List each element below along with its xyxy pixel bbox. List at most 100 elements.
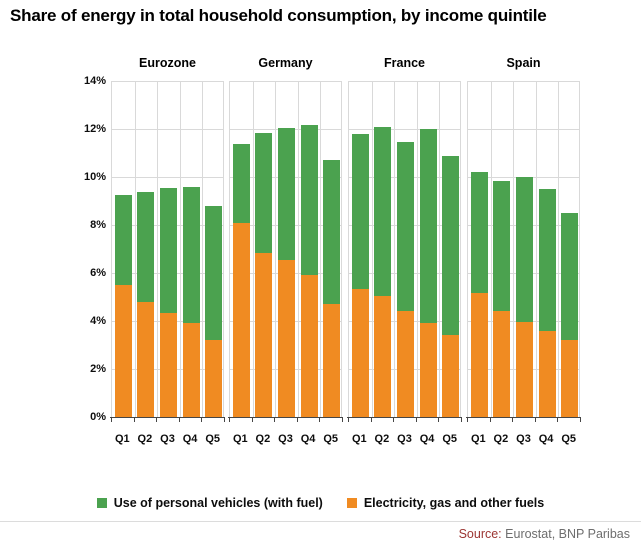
gridline-vertical [491,82,492,417]
x-axis-tick [319,418,320,422]
y-axis-label: 8% [90,219,106,231]
x-axis-label-france-q4: Q4 [419,433,435,445]
x-axis [228,417,343,418]
x-axis-tick [229,418,230,422]
x-axis-tick [393,418,394,422]
x-axis-tick [252,418,253,422]
gridline-horizontal [112,129,223,130]
gridline-horizontal [112,177,223,178]
x-axis-label-france-q5: Q5 [442,433,458,445]
x-axis-tick [134,418,135,422]
x-axis-tick [438,418,439,422]
bar-segment-spain-q5-electricity [561,340,578,417]
source-text: Eurostat, BNP Paribas [505,527,630,541]
chart-legend: Use of personal vehicles (with fuel) Elec… [0,496,641,510]
x-axis-tick [535,418,536,422]
panel-title-france: France [384,56,425,70]
x-axis-label-spain-q5: Q5 [561,433,577,445]
bar-segment-eurozone-q5-electricity [205,340,222,417]
x-axis-tick [512,418,513,422]
bar-segment-france-q5-vehicles [442,156,459,335]
x-axis-label-spain-q1: Q1 [470,433,486,445]
x-axis-label-france-q2: Q2 [374,433,390,445]
y-axis-label: 12% [83,123,106,135]
source-note: Source: Eurostat, BNP Paribas [459,527,630,541]
bar-segment-germany-q1-vehicles [233,144,250,223]
x-axis-tick [490,418,491,422]
x-axis-label-eurozone-q3: Q3 [160,433,175,445]
x-axis-tick [461,418,462,422]
bar-segment-spain-q3-vehicles [516,177,533,322]
x-axis-tick [224,418,225,422]
bar-segment-eurozone-q2-vehicles [137,192,154,302]
gridline-vertical [320,82,321,417]
bar-segment-eurozone-q3-electricity [160,313,177,417]
x-axis-tick [467,418,468,422]
gridline-horizontal [349,129,460,130]
bar-segment-germany-q5-vehicles [323,160,340,304]
x-axis-tick [342,418,343,422]
bar-segment-spain-q2-electricity [493,311,510,417]
x-axis-label-france-q1: Q1 [351,433,367,445]
y-axis-label: 2% [90,363,106,375]
y-axis-label: 0% [90,411,106,423]
bar-segment-germany-q2-electricity [255,253,272,417]
bar-segment-germany-q2-vehicles [255,133,272,253]
x-axis-label-spain-q3: Q3 [516,433,531,445]
bar-segment-france-q2-vehicles [374,127,391,296]
bar-segment-eurozone-q1-electricity [115,285,132,417]
gridline-vertical [417,82,418,417]
x-axis-label-eurozone-q4: Q4 [182,433,198,445]
legend-item-vehicles: Use of personal vehicles (with fuel) [96,496,323,510]
legend-swatch-icon [346,498,357,508]
gridline-vertical [202,82,203,417]
legend-item-electricity: Electricity, gas and other fuels [346,496,545,510]
gridline-vertical [157,82,158,417]
bar-segment-germany-q3-electricity [278,260,295,417]
x-axis-tick [348,418,349,422]
x-axis-label-germany-q2: Q2 [255,433,271,445]
x-axis [466,417,581,418]
chart-panel-spain [467,81,580,417]
x-axis-tick [156,418,157,422]
bar-segment-germany-q5-electricity [323,304,340,417]
bar-segment-germany-q4-electricity [301,275,318,417]
x-axis-label-spain-q2: Q2 [493,433,509,445]
bar-segment-france-q1-vehicles [352,134,369,289]
bar-segment-spain-q1-vehicles [471,172,488,293]
bar-segment-eurozone-q3-vehicles [160,188,177,313]
bar-segment-france-q2-electricity [374,296,391,417]
bar-segment-eurozone-q1-vehicles [115,195,132,285]
x-axis [110,417,225,418]
bar-segment-spain-q1-electricity [471,293,488,417]
x-axis-tick [201,418,202,422]
x-axis-label-spain-q4: Q4 [538,433,554,445]
x-axis-label-germany-q4: Q4 [300,433,316,445]
y-axis-label: 10% [83,171,106,183]
gridline-vertical [180,82,181,417]
x-axis-tick [111,418,112,422]
gridline-vertical [253,82,254,417]
x-axis-tick [416,418,417,422]
bar-segment-spain-q4-vehicles [539,189,556,331]
bar-segment-france-q3-electricity [397,311,414,417]
gridline-vertical [513,82,514,417]
y-axis-label: 6% [90,267,106,279]
legend-label: Electricity, gas and other fuels [363,496,545,510]
bar-segment-france-q5-electricity [442,335,459,417]
legend-label: Use of personal vehicles (with fuel) [113,496,323,510]
bar-segment-france-q4-electricity [420,323,437,417]
x-axis-label-eurozone-q5: Q5 [205,433,221,445]
bar-segment-eurozone-q4-electricity [183,323,200,417]
x-axis-label-germany-q3: Q3 [278,433,293,445]
bar-segment-germany-q4-vehicles [301,125,318,275]
bar-segment-france-q3-vehicles [397,142,414,311]
bar-segment-eurozone-q2-electricity [137,302,154,417]
x-axis-tick [371,418,372,422]
panel-title-eurozone: Eurozone [139,56,196,70]
bar-segment-france-q4-vehicles [420,129,437,323]
chart-title: Share of energy in total household consu… [10,6,547,25]
bar-segment-spain-q5-vehicles [561,213,578,340]
x-axis [347,417,462,418]
